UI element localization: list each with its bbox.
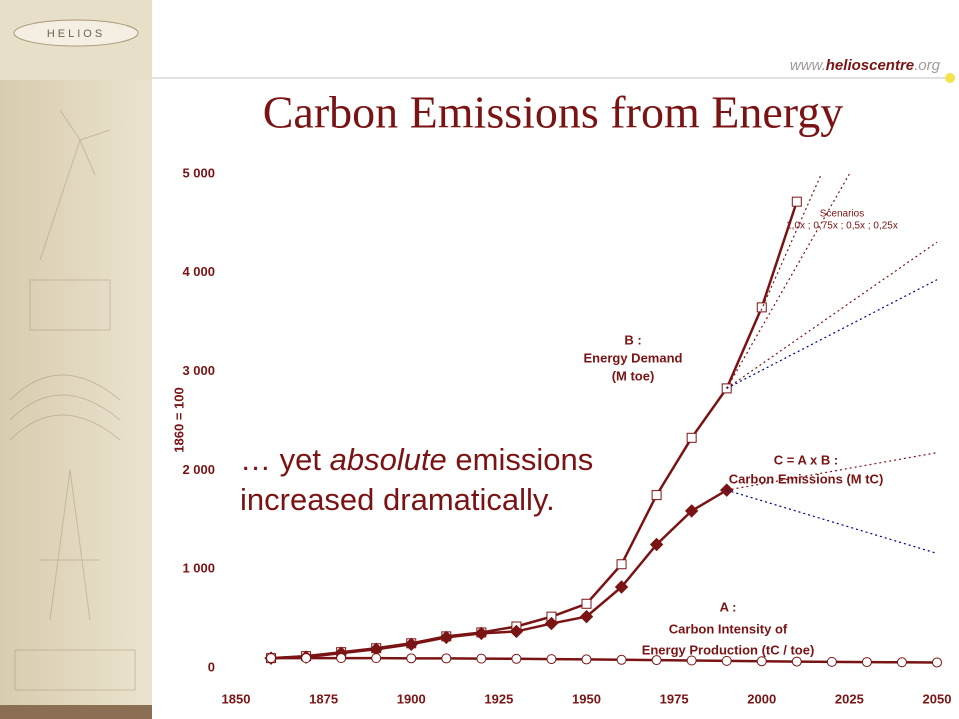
marker (862, 658, 871, 667)
x-tick-label: 1900 (397, 691, 426, 706)
x-tick-label: 1950 (572, 691, 601, 706)
annotation: Carbon Emissions (M tC) (729, 471, 884, 486)
y-tick-label: 2 000 (182, 462, 215, 477)
x-tick-label: 2025 (835, 691, 864, 706)
marker (372, 654, 381, 663)
scenario-line (727, 174, 850, 388)
annotation: C = A x B : (774, 452, 838, 467)
x-tick-label: 2000 (747, 691, 776, 706)
annotation: Energy Demand (584, 350, 683, 365)
marker (582, 599, 591, 608)
marker (897, 658, 906, 667)
annotation: Energy Production (tC / toe) (642, 642, 815, 657)
marker (687, 433, 696, 442)
scenario-line (727, 174, 822, 388)
marker (652, 491, 661, 500)
marker (933, 658, 942, 667)
x-tick-label: 1975 (660, 691, 689, 706)
marker (687, 656, 696, 665)
scenario-line (727, 280, 937, 389)
annotation: A : (720, 599, 737, 614)
url-part: .org (914, 57, 941, 74)
url-part: www. (790, 57, 826, 74)
annotation: (M toe) (612, 368, 655, 383)
y-tick-label: 3 000 (182, 363, 215, 378)
chart-title: Carbon Emissions from Energy (263, 87, 843, 138)
x-tick-label: 1925 (484, 691, 513, 706)
marker (827, 657, 836, 666)
marker (792, 657, 801, 666)
overlay-part: … yet (240, 442, 330, 477)
overlay-text: … yet absolute emissions (240, 442, 593, 477)
marker (512, 654, 521, 663)
plot (265, 174, 941, 667)
marker (652, 656, 661, 665)
page: HELIOS www.helioscentre.org Carbon Emiss… (0, 0, 959, 719)
url-part: helioscentre (826, 57, 914, 74)
marker (407, 654, 416, 663)
marker (722, 656, 731, 665)
marker (617, 655, 626, 664)
x-tick-label: 1875 (309, 691, 338, 706)
header-dot (945, 73, 955, 83)
y-tick-label: 4 000 (182, 264, 215, 279)
overlay-part: absolute (330, 442, 447, 477)
slide: HELIOS www.helioscentre.org Carbon Emiss… (0, 0, 959, 719)
marker (477, 654, 486, 663)
overlay-part: emissions (447, 442, 593, 477)
marker (582, 655, 591, 664)
annotation: B : (624, 332, 641, 347)
series-line (271, 202, 797, 658)
marker (792, 197, 801, 206)
marker (757, 303, 766, 312)
url: www.helioscentre.org (790, 57, 941, 74)
x-tick-label: 1850 (222, 691, 251, 706)
marker (267, 654, 276, 663)
sidebar-foot (0, 705, 152, 719)
scenario-line (727, 490, 937, 553)
y-axis-label: 1860 = 100 (171, 387, 186, 452)
logo: HELIOS (47, 28, 105, 40)
marker (617, 560, 626, 569)
marker (302, 654, 311, 663)
y-tick-label: 5 000 (182, 165, 215, 180)
sidebar (0, 0, 152, 719)
x-tick-label: 2050 (923, 691, 952, 706)
marker (337, 654, 346, 663)
y-tick-label: 0 (208, 659, 215, 674)
annotation: 1,0x ; 0,75x ; 0,5x ; 0,25x (786, 221, 898, 232)
marker (442, 654, 451, 663)
annotation: Carbon Intensity of (669, 621, 788, 636)
y-tick-label: 1 000 (182, 561, 215, 576)
marker (547, 655, 556, 664)
overlay-text: increased dramatically. (240, 482, 555, 517)
series-line (271, 658, 937, 662)
marker (757, 657, 766, 666)
